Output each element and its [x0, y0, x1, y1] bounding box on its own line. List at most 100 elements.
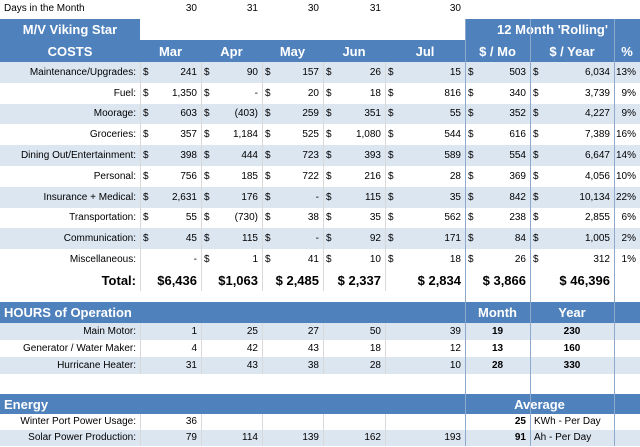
pct-of-total[interactable]: 10%	[615, 170, 636, 182]
total-value[interactable]: $ 2,337	[337, 273, 381, 288]
yearly-total[interactable]: 4,056	[584, 170, 610, 182]
cost-value[interactable]: (403)	[234, 108, 258, 119]
cost-label[interactable]: Personal:	[93, 170, 136, 182]
energy-label[interactable]: Winter Port Power Usage:	[20, 416, 136, 427]
energy-value[interactable]: 114	[242, 432, 258, 443]
total-value[interactable]: $6,436	[157, 273, 197, 288]
cost-value[interactable]: 28	[449, 170, 461, 182]
cost-value[interactable]: 18	[449, 253, 461, 265]
pct-of-total[interactable]: 9%	[621, 87, 636, 99]
cost-value[interactable]: -	[254, 87, 258, 99]
cost-value[interactable]: 115	[365, 191, 381, 203]
days-value[interactable]: 30	[185, 2, 197, 14]
hours-label[interactable]: Generator / Water Maker:	[23, 342, 136, 354]
yearly-total[interactable]: 1,005	[584, 232, 610, 244]
cost-value[interactable]: 241	[180, 66, 197, 78]
yearly-total[interactable]: 6,034	[584, 66, 610, 78]
energy-unit[interactable]: Ah - Per Day	[534, 432, 592, 443]
hours-value[interactable]: 43	[307, 342, 319, 354]
hours-value[interactable]: 31	[185, 359, 197, 371]
days-value[interactable]: 31	[369, 2, 381, 14]
yearly-total[interactable]: 4,227	[584, 108, 610, 119]
cost-value[interactable]: 38	[307, 212, 319, 223]
total-label[interactable]: Total:	[101, 273, 136, 288]
energy-average[interactable]: 91	[514, 432, 526, 443]
cost-value[interactable]: 18	[369, 87, 381, 99]
cost-value[interactable]: 45	[185, 232, 197, 244]
cost-value[interactable]: 525	[302, 128, 319, 140]
cost-value[interactable]: 35	[369, 212, 381, 223]
monthly-avg[interactable]: 340	[509, 87, 526, 99]
cost-label[interactable]: Miscellaneous:	[69, 253, 136, 265]
pct-of-total[interactable]: 14%	[615, 149, 636, 161]
monthly-avg[interactable]: 554	[509, 149, 526, 161]
monthly-avg[interactable]: 369	[509, 170, 526, 182]
cost-label[interactable]: Maintenance/Upgrades:	[29, 66, 136, 78]
cost-value[interactable]: 1	[252, 253, 258, 265]
cost-label[interactable]: Groceries:	[89, 128, 136, 140]
hours-year-total[interactable]: 330	[563, 359, 581, 371]
energy-label[interactable]: Solar Power Production:	[28, 432, 136, 443]
pct-of-total[interactable]: 13%	[615, 66, 636, 78]
hours-value[interactable]: 39	[449, 325, 461, 337]
cost-value[interactable]: (730)	[234, 212, 258, 223]
energy-unit[interactable]: KWh - Per Day	[534, 416, 601, 427]
cost-label[interactable]: Fuel:	[113, 87, 136, 99]
energy-value[interactable]: 36	[185, 416, 197, 427]
cost-value[interactable]: 55	[185, 212, 197, 223]
days-value[interactable]: 30	[449, 2, 461, 14]
total-value[interactable]: $ 2,485	[275, 273, 319, 288]
cost-value[interactable]: -	[315, 191, 319, 203]
yearly-total[interactable]: 312	[593, 253, 610, 265]
yearly-total[interactable]: 3,739	[584, 87, 610, 99]
hours-value[interactable]: 42	[246, 342, 258, 354]
hours-month-avg[interactable]: 13	[491, 342, 504, 354]
monthly-avg[interactable]: 842	[509, 191, 526, 203]
cost-value[interactable]: -	[193, 253, 197, 265]
energy-average[interactable]: 25	[514, 416, 526, 427]
yearly-total[interactable]: 6,647	[584, 149, 610, 161]
hours-value[interactable]: 27	[307, 325, 319, 337]
cost-value[interactable]: -	[315, 232, 319, 244]
hours-month-avg[interactable]: 28	[491, 359, 504, 371]
days-label[interactable]: Days in the Month	[4, 2, 85, 14]
cost-value[interactable]: 185	[241, 170, 258, 182]
days-value[interactable]: 30	[307, 2, 319, 14]
cost-value[interactable]: 157	[302, 66, 319, 78]
pct-of-total[interactable]: 9%	[621, 108, 636, 119]
energy-value[interactable]: 139	[302, 432, 319, 443]
cost-label[interactable]: Transportation:	[69, 212, 136, 223]
cost-value[interactable]: 357	[180, 128, 197, 140]
hours-label[interactable]: Main Motor:	[83, 325, 136, 337]
cost-value[interactable]: 2,631	[171, 191, 197, 203]
hours-value[interactable]: 38	[307, 359, 319, 371]
cost-value[interactable]: 26	[369, 66, 381, 78]
cost-value[interactable]: 1,080	[355, 128, 381, 140]
energy-value[interactable]: 193	[444, 432, 461, 443]
hours-label[interactable]: Hurricane Heater:	[57, 359, 136, 371]
pct-of-total[interactable]: 16%	[615, 128, 636, 140]
monthly-avg[interactable]: 352	[509, 108, 526, 119]
cost-value[interactable]: 756	[180, 170, 197, 182]
cost-value[interactable]: 92	[369, 232, 381, 244]
energy-value[interactable]	[323, 414, 385, 430]
hours-value[interactable]: 43	[246, 359, 258, 371]
monthly-avg[interactable]: 26	[514, 253, 526, 265]
yearly-total[interactable]: 7,389	[584, 128, 610, 140]
total-value[interactable]: $1,063	[218, 273, 258, 288]
pct-of-total[interactable]: 22%	[615, 191, 636, 203]
pct-of-total[interactable]: 2%	[621, 232, 636, 244]
cost-value[interactable]: 216	[364, 170, 381, 182]
cost-value[interactable]: 90	[246, 66, 258, 78]
cost-value[interactable]: 398	[180, 149, 197, 161]
cost-value[interactable]: 544	[444, 128, 461, 140]
cost-value[interactable]: 259	[302, 108, 319, 119]
monthly-avg[interactable]: 616	[509, 128, 526, 140]
total-value[interactable]: $ 2,834	[417, 273, 461, 288]
total-monthly[interactable]: $ 3,866	[482, 273, 526, 288]
hours-month-avg[interactable]: 19	[491, 325, 504, 337]
cost-value[interactable]: 1,184	[232, 128, 258, 140]
energy-value[interactable]	[262, 414, 323, 430]
cost-value[interactable]: 20	[307, 87, 319, 99]
cost-value[interactable]: 41	[307, 253, 319, 265]
